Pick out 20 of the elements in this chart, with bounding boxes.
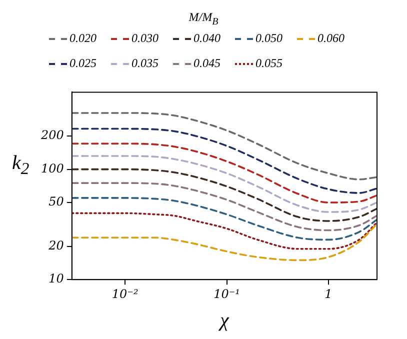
x-tick-label: 10⁻² <box>112 286 138 301</box>
legend-label: 0.025 <box>70 56 96 72</box>
y-tick-label: 50 <box>48 194 64 209</box>
legend-label: 0.030 <box>132 31 158 46</box>
legend-label: 0.040 <box>194 31 220 46</box>
y-tick-label: 10 <box>48 272 64 286</box>
legend-label: 0.055 <box>256 56 282 72</box>
legend-label: 0.035 <box>132 56 158 72</box>
y-tick-label: 20 <box>48 238 64 253</box>
legend-label: 0.020 <box>70 31 96 46</box>
x-tick-label: 1 <box>324 286 332 301</box>
x-axis-title: χ <box>218 309 230 332</box>
legend-label: 0.045 <box>194 56 220 72</box>
y-tick-label: 100 <box>41 161 64 176</box>
y-tick-label: 200 <box>40 128 64 142</box>
legend-label: 0.050 <box>256 31 282 46</box>
legend-label: 0.060 <box>318 31 344 46</box>
x-tick-label: 10⁻¹ <box>214 286 240 301</box>
legend-title: M/M$_{B}$ <box>188 10 220 28</box>
y-axis-title: k$_{2}$ <box>12 152 30 179</box>
